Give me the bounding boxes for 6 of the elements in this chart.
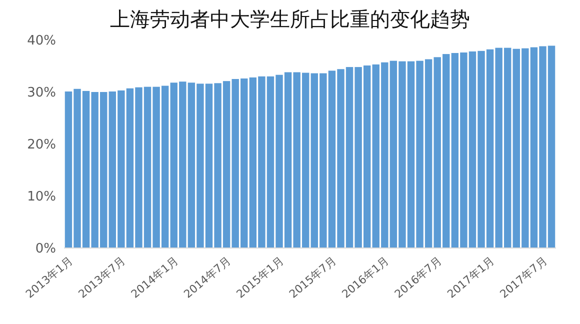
- y-tick-label: 40%: [27, 34, 56, 49]
- chart-title: 上海劳动者中大学生所占比重的变化趋势: [110, 7, 470, 31]
- y-tick-label: 0%: [35, 242, 56, 257]
- y-tick-label: 10%: [27, 190, 56, 205]
- y-tick-label: 20%: [27, 138, 56, 153]
- y-tick-label: 30%: [27, 86, 56, 101]
